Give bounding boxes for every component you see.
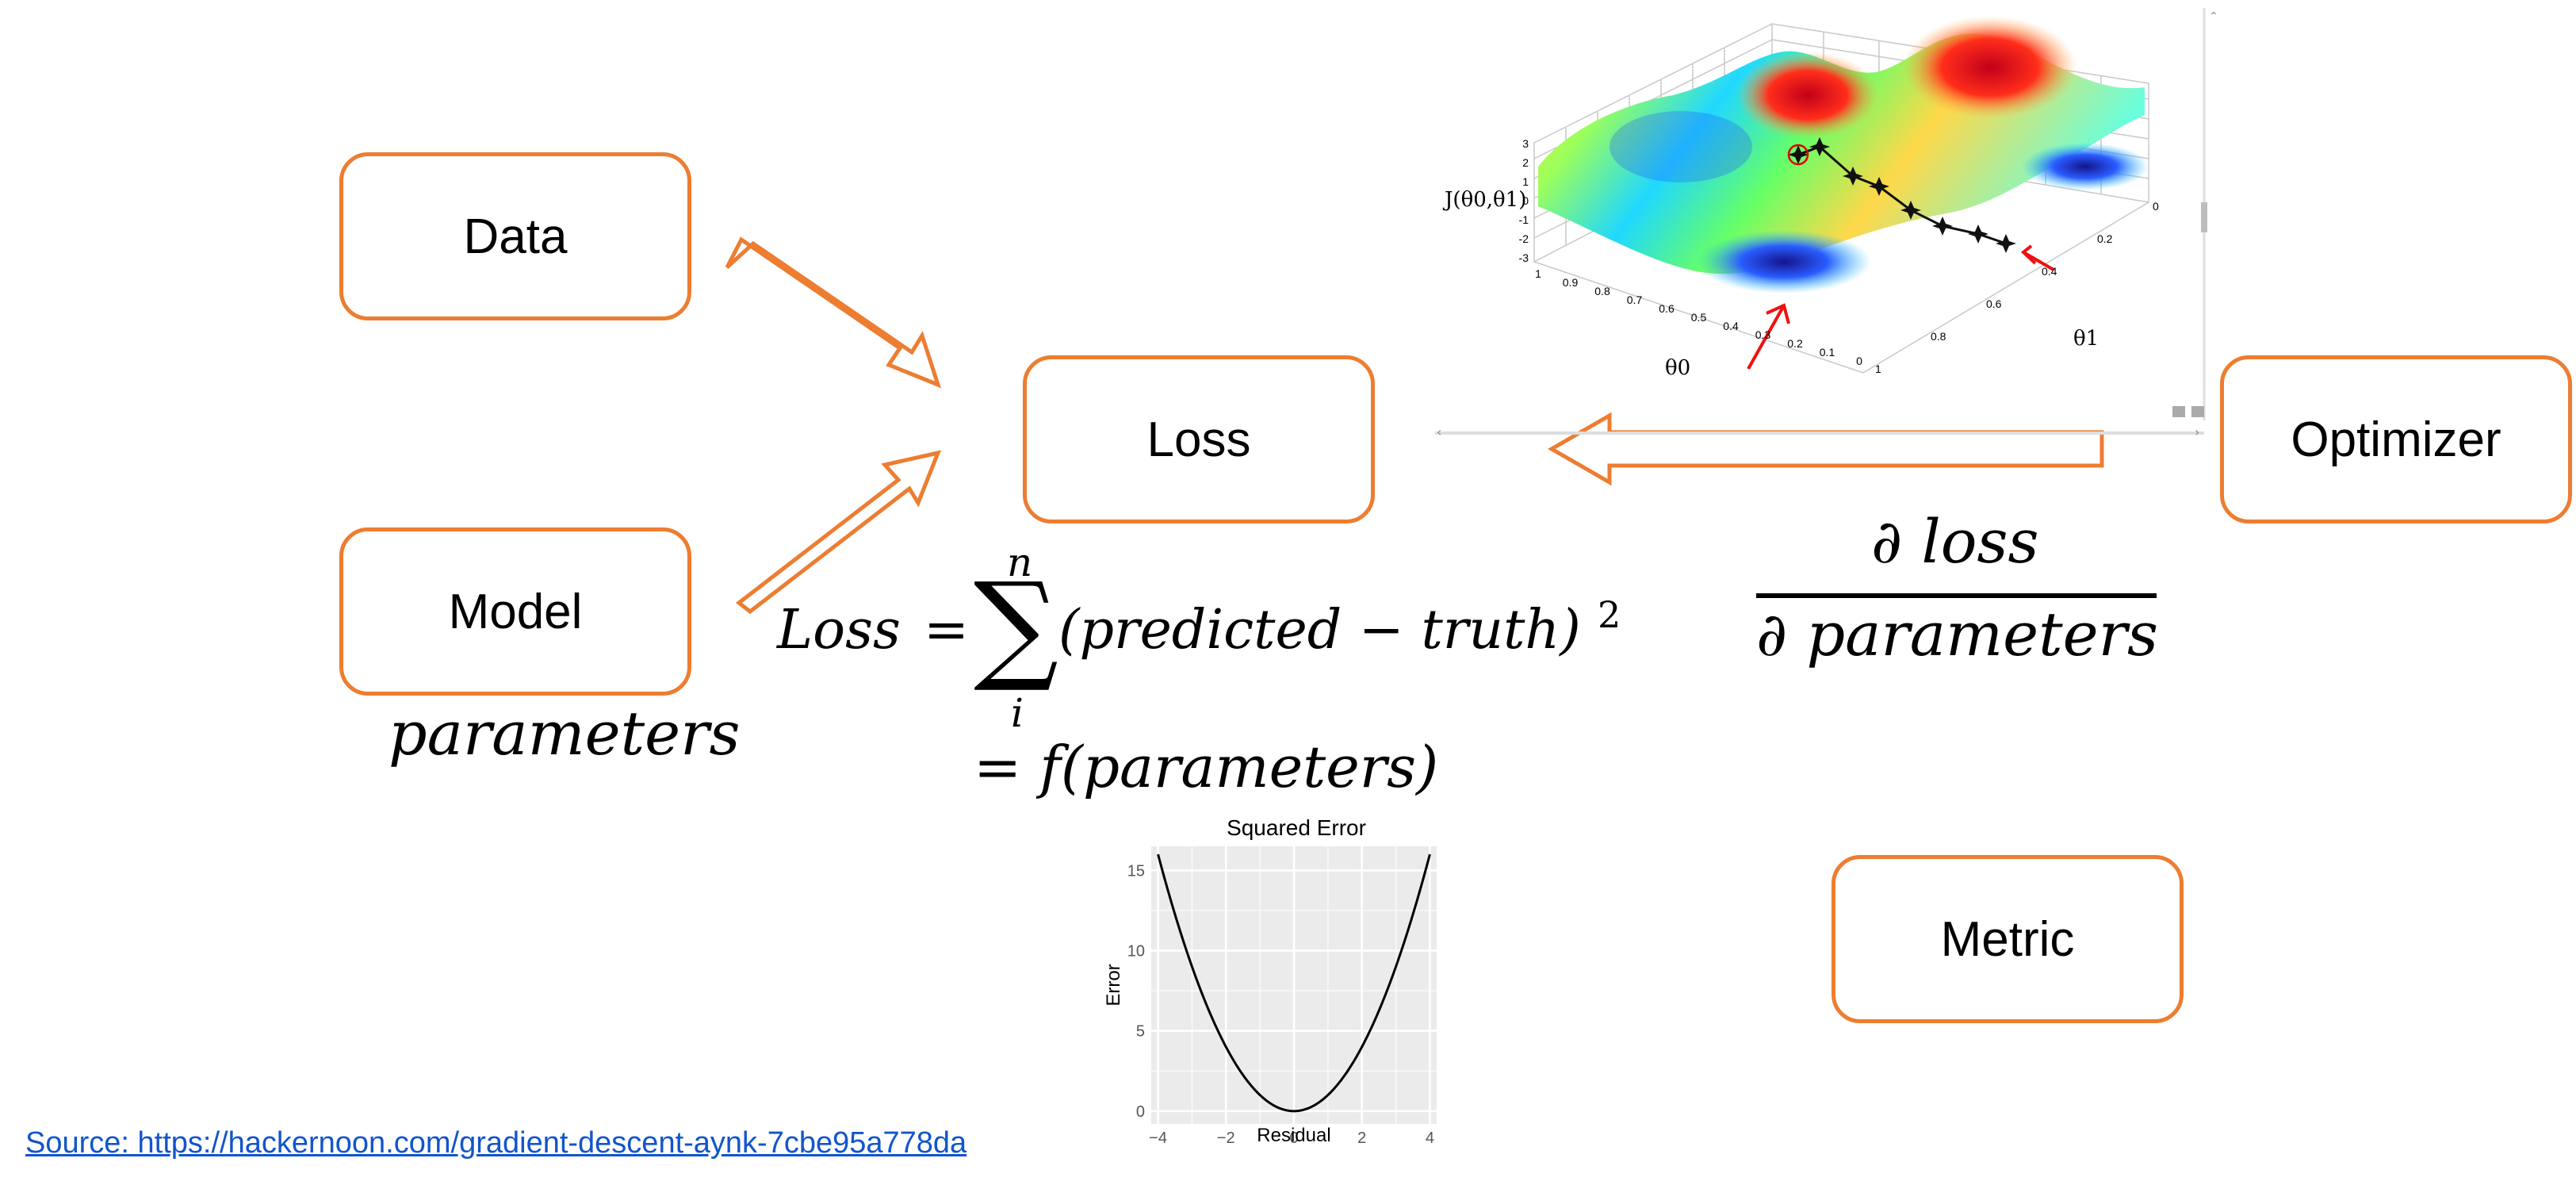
gradient-fraction-bar <box>1756 593 2157 598</box>
x-tick-label: 0.4 <box>1723 320 1739 332</box>
x-tick-label: 0.5 <box>1691 311 1707 324</box>
loss-equation-lhs: Loss <box>777 599 901 662</box>
x-axis-label: θ0 <box>1665 356 1690 380</box>
data-label: Data <box>463 209 568 264</box>
y-tick-label: 5 <box>1136 1023 1145 1041</box>
x-tick-label: 0.3 <box>1755 328 1771 341</box>
loss-function-of-parameters: = f(parameters) <box>974 734 1439 800</box>
x-tick-label: 0.1 <box>1820 346 1835 359</box>
loss-label: Loss <box>1146 412 1251 467</box>
scroll-left-icon[interactable]: ‹ <box>1437 424 1441 436</box>
arrow-optimizer-to-loss <box>1547 412 2104 486</box>
y-tick-label: 0.8 <box>1931 330 1946 343</box>
sum-upper-limit: n <box>1007 539 1033 585</box>
x-tick-label: 0.8 <box>1594 285 1610 297</box>
optimizer-label: Optimizer <box>2291 412 2501 467</box>
x-ticks: 1 0.9 0.8 0.7 0.6 0.5 0.4 0.3 0.2 0.1 0 <box>1535 267 1862 367</box>
y-axis-label: θ1 <box>2073 327 2099 351</box>
metric-box: Metric <box>1832 855 2184 1023</box>
chart-title: Squared Error <box>1227 815 1366 840</box>
gradient-denominator: ∂ parameters <box>1756 599 2158 669</box>
z-tick-label: 3 <box>1522 137 1529 150</box>
loss-equation-equals: = <box>924 599 969 662</box>
arrow-data-to-loss <box>725 236 942 389</box>
surface-peak-right <box>1903 16 2077 119</box>
surface-valley-right <box>2022 143 2149 190</box>
y-tick-label: 0.2 <box>2097 232 2113 245</box>
z-tick-label: 0 <box>1522 194 1529 207</box>
source-link[interactable]: Source: https://hackernoon.com/gradient-… <box>25 1126 967 1160</box>
y-tick-label: 1 <box>1875 362 1881 375</box>
scroll-up-icon[interactable]: ⌃ <box>2209 10 2218 23</box>
z-tick-label: 1 <box>1522 175 1529 188</box>
x-tick-label: 4 <box>1426 1129 1434 1146</box>
x-tick-label: 0.9 <box>1563 276 1579 289</box>
y-tick-label: 15 <box>1127 862 1145 880</box>
start-marker <box>1787 144 1809 166</box>
chart-x-label: Residual <box>1257 1125 1330 1146</box>
z-ticks: 3 2 1 0 -1 -2 -3 <box>1519 137 1529 264</box>
sum-body: (predicted − truth) <box>1058 599 1581 662</box>
x-tick-label: 0 <box>1856 355 1862 367</box>
zoom-in-button[interactable] <box>2191 406 2204 417</box>
surface-valley-front <box>1697 230 1871 293</box>
surface-valley-left <box>1610 111 1752 182</box>
z-tick-label: -2 <box>1519 232 1529 245</box>
y-tick-label: 0 <box>1136 1103 1145 1121</box>
x-tick-label: −4 <box>1149 1129 1167 1146</box>
x-tick-label: 2 <box>1357 1129 1366 1146</box>
optimizer-box: Optimizer <box>2220 355 2572 523</box>
x-tick-label: 1 <box>1535 267 1541 280</box>
chart-x-ticks: −4 −2 0 2 4 <box>1149 1129 1434 1146</box>
z-tick-label: 2 <box>1522 156 1529 169</box>
chart-y-ticks: 0 5 10 15 <box>1127 862 1145 1120</box>
z-axis-label: J(θ0,θ1) <box>1442 188 1526 212</box>
gradient-numerator: ∂ loss <box>1871 506 2039 577</box>
summation-symbol: ∑ <box>974 558 1059 696</box>
y-tick-label: 10 <box>1127 943 1145 961</box>
scroll-right-icon[interactable]: › <box>2195 424 2199 436</box>
model-label: Model <box>448 584 583 639</box>
z-tick-label: -3 <box>1519 251 1529 264</box>
y-ticks: 0 0.2 0.4 0.6 0.8 1 <box>1875 200 2159 375</box>
y-tick-label: 0.4 <box>2042 265 2057 278</box>
squared-error-curve <box>1157 853 1431 1113</box>
x-tick-label: 0 <box>1289 1129 1298 1146</box>
y-tick-label: 0.6 <box>1986 297 2002 310</box>
red-arrows <box>1747 244 2055 370</box>
metric-label: Metric <box>1940 911 2075 967</box>
zoom-out-button[interactable] <box>2172 406 2185 417</box>
chart-y-label: Error <box>1103 964 1124 1006</box>
sum-exponent: 2 <box>1598 593 1621 636</box>
x-tick-label: 0.7 <box>1627 293 1643 306</box>
model-box: Model <box>339 527 691 696</box>
squared-error-chart: Squared Error −4 −2 0 2 4 0 5 10 15 Residual Er… <box>1103 815 1437 1146</box>
sum-lower-limit: i <box>1011 690 1024 736</box>
data-box: Data <box>339 152 691 320</box>
loss-box: Loss <box>1023 355 1375 523</box>
descent-steps <box>1788 137 2016 253</box>
surface-peak-left <box>1736 52 1879 139</box>
x-tick-label: 0.2 <box>1787 337 1803 350</box>
x-tick-label: 0.6 <box>1659 302 1675 315</box>
arrow-model-to-loss <box>735 450 942 615</box>
z-tick-label: -1 <box>1519 213 1529 226</box>
figure-scroll-thumb[interactable] <box>2201 202 2207 232</box>
y-tick-label: 0 <box>2153 200 2159 213</box>
figure-scroll-controls: ‹ › <box>1435 406 2204 436</box>
parameters-label: parameters <box>389 698 741 769</box>
x-tick-label: −2 <box>1217 1129 1235 1146</box>
